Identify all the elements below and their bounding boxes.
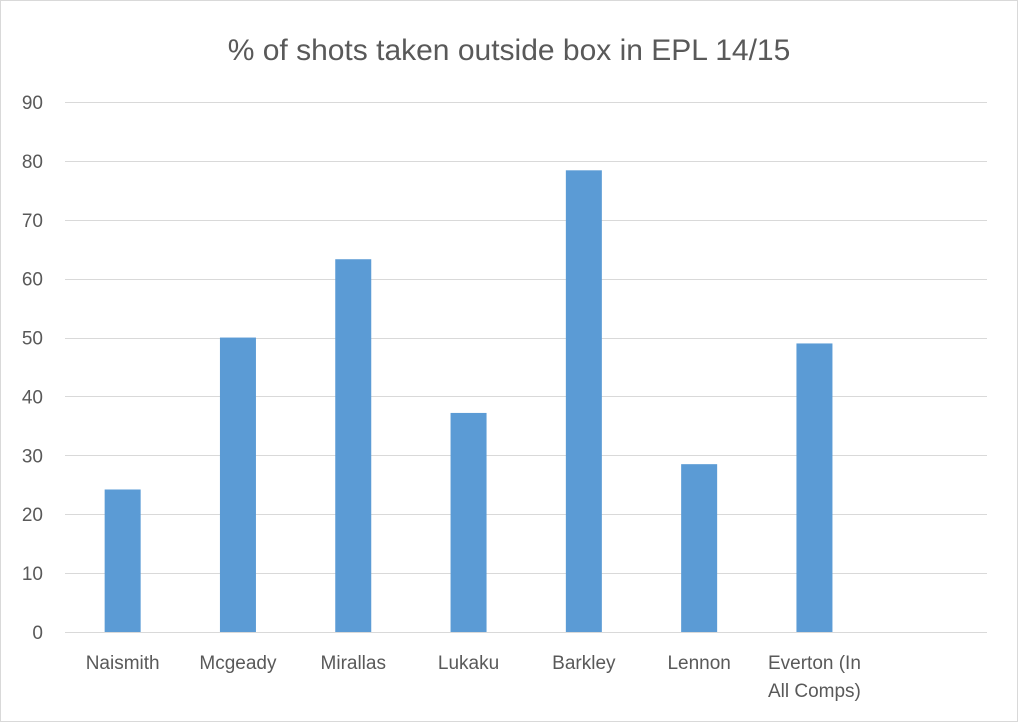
bar: [219, 337, 256, 632]
chart-title: % of shots taken outside box in EPL 14/1…: [228, 34, 791, 67]
x-category-label: Mirallas: [321, 653, 386, 674]
y-tick-label: 60: [22, 270, 43, 291]
y-axis-ticks: 0 10 20 30 40 50 60 70 80 90: [22, 93, 43, 644]
bar: [796, 343, 833, 632]
y-tick-label: 10: [22, 564, 43, 585]
y-tick-label: 80: [22, 152, 43, 173]
y-tick-label: 50: [22, 329, 43, 350]
y-tick-label: 40: [22, 387, 43, 408]
bar: [104, 489, 141, 632]
y-tick-label: 0: [32, 623, 43, 644]
bar: [681, 464, 718, 632]
gridlines: [65, 102, 987, 633]
x-axis-labels: Naismith Mcgeady Mirallas Lukaku Barkley Lenn…: [86, 653, 861, 702]
x-category-label: Lennon: [667, 653, 730, 674]
x-category-label: Mcgeady: [199, 653, 277, 674]
bar: [335, 259, 372, 632]
bar: [450, 412, 487, 632]
y-tick-label: 30: [22, 446, 43, 467]
x-category-label: Naismith: [86, 653, 160, 674]
x-category-label: Lukaku: [438, 653, 499, 674]
y-tick-label: 70: [22, 211, 43, 232]
x-category-label: Everton (In All Comps): [768, 653, 861, 702]
y-tick-label: 90: [22, 93, 43, 114]
x-category-label: Barkley: [552, 653, 616, 674]
y-tick-label: 20: [22, 505, 43, 526]
bars: [104, 170, 833, 633]
bar: [565, 170, 602, 633]
